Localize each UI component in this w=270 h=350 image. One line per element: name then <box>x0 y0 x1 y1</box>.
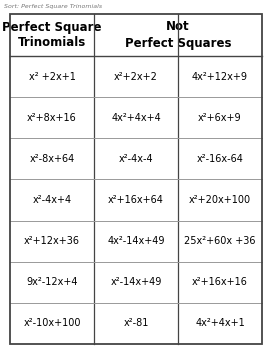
Text: x²+2x+2: x²+2x+2 <box>114 71 158 82</box>
Text: Not
Perfect Squares: Not Perfect Squares <box>125 21 231 49</box>
Text: x²-10x+100: x²-10x+100 <box>23 318 81 328</box>
Text: 4x²+4x+1: 4x²+4x+1 <box>195 318 245 328</box>
Text: x²-81: x²-81 <box>123 318 149 328</box>
Text: x²+20x+100: x²+20x+100 <box>189 195 251 205</box>
Text: x² +2x+1: x² +2x+1 <box>29 71 75 82</box>
Text: Perfect Square
Trinomials: Perfect Square Trinomials <box>2 21 102 49</box>
Text: 25x²+60x +36: 25x²+60x +36 <box>184 236 256 246</box>
Text: x²+12x+36: x²+12x+36 <box>24 236 80 246</box>
Text: x²+16x+16: x²+16x+16 <box>192 277 248 287</box>
Text: Sort: Perfect Square Trinomials: Sort: Perfect Square Trinomials <box>4 4 102 9</box>
Text: x²-4x+4: x²-4x+4 <box>32 195 72 205</box>
Text: 4x²+12x+9: 4x²+12x+9 <box>192 71 248 82</box>
Text: x²-16x-64: x²-16x-64 <box>197 154 244 164</box>
Text: x²+6x+9: x²+6x+9 <box>198 113 242 123</box>
Text: x²-8x+64: x²-8x+64 <box>29 154 75 164</box>
Text: x²+16x+64: x²+16x+64 <box>108 195 164 205</box>
Text: 9x²-12x+4: 9x²-12x+4 <box>26 277 78 287</box>
Text: x²-14x+49: x²-14x+49 <box>110 277 162 287</box>
Text: x²+8x+16: x²+8x+16 <box>27 113 77 123</box>
Text: 4x²-14x+49: 4x²-14x+49 <box>107 236 165 246</box>
Text: x²-4x-4: x²-4x-4 <box>119 154 153 164</box>
Text: 4x²+4x+4: 4x²+4x+4 <box>111 113 161 123</box>
